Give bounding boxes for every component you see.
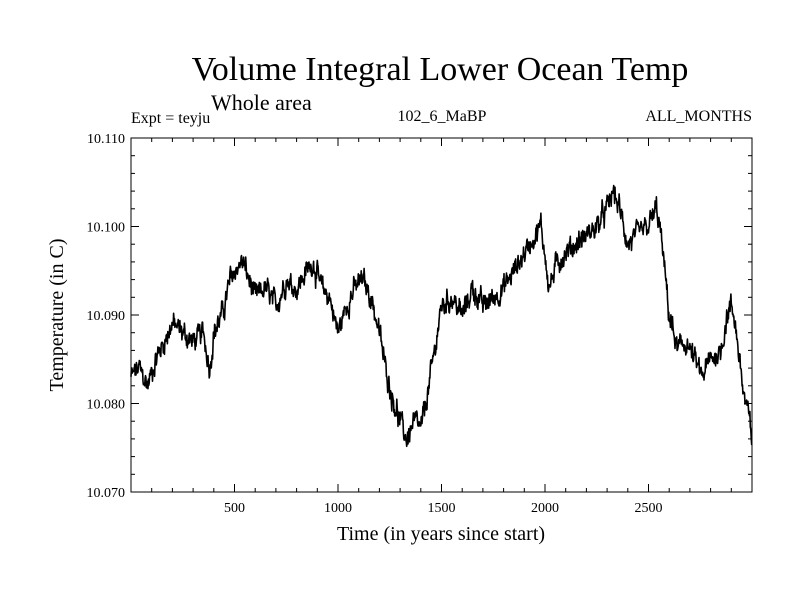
axis-ticks: 500 1000 1500 2000 2500 10.070 10.080 10.090 10.… xyxy=(87,132,752,516)
months-label: ALL_MONTHS xyxy=(645,108,752,125)
x-tick-label: 1000 xyxy=(324,501,352,516)
y-tick-label: 10.080 xyxy=(87,398,126,413)
expt-label: Expt = teyju xyxy=(131,110,210,127)
y-tick-label: 10.100 xyxy=(87,221,126,236)
x-axis-label: Time (in years since start) xyxy=(337,523,545,545)
chart-title: Volume Integral Lower Ocean Temp xyxy=(192,51,689,88)
x-tick-label: 1500 xyxy=(428,501,456,516)
x-tick-label: 2000 xyxy=(531,501,559,516)
x-tick-label: 500 xyxy=(224,501,245,516)
plot-area: 500 1000 1500 2000 2500 10.070 10.080 10.090 10.… xyxy=(87,132,753,516)
y-axis-label: Temperature (in C) xyxy=(46,239,68,392)
x-tick-label: 2500 xyxy=(635,501,663,516)
y-tick-label: 10.090 xyxy=(87,309,126,324)
y-tick-label: 10.070 xyxy=(87,486,126,501)
y-tick-label: 10.110 xyxy=(87,132,125,147)
chart-subtitle: Whole area xyxy=(211,90,312,115)
run-label: 102_6_MaBP xyxy=(398,108,487,125)
series-line xyxy=(130,184,753,448)
